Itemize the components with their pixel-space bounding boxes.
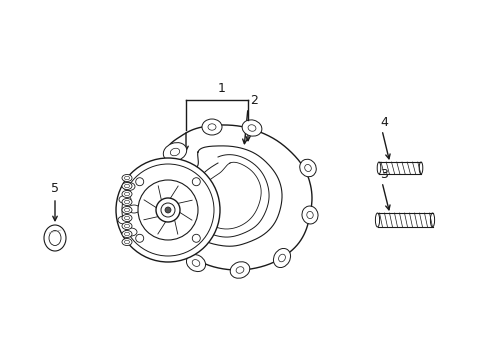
Circle shape: [161, 203, 175, 217]
Ellipse shape: [202, 119, 222, 135]
Circle shape: [192, 178, 200, 186]
Ellipse shape: [122, 198, 132, 206]
Ellipse shape: [302, 206, 317, 224]
Ellipse shape: [122, 222, 132, 230]
Ellipse shape: [299, 159, 316, 177]
Text: 1: 1: [218, 81, 225, 94]
Ellipse shape: [119, 195, 131, 203]
Ellipse shape: [375, 213, 379, 227]
Circle shape: [138, 180, 198, 240]
Polygon shape: [180, 146, 282, 246]
Ellipse shape: [44, 225, 66, 251]
Text: 5: 5: [51, 181, 59, 194]
Ellipse shape: [122, 190, 132, 198]
Ellipse shape: [122, 230, 132, 238]
Ellipse shape: [155, 191, 171, 209]
Ellipse shape: [122, 207, 132, 213]
Ellipse shape: [128, 205, 140, 213]
Circle shape: [164, 207, 171, 213]
Text: 4: 4: [379, 116, 387, 129]
Ellipse shape: [230, 262, 249, 278]
Ellipse shape: [122, 175, 132, 181]
Circle shape: [136, 178, 143, 186]
Ellipse shape: [163, 143, 186, 161]
Circle shape: [192, 234, 200, 242]
Polygon shape: [161, 125, 311, 270]
Ellipse shape: [122, 215, 132, 221]
Text: 3: 3: [379, 167, 387, 180]
Circle shape: [116, 158, 220, 262]
Ellipse shape: [418, 162, 422, 174]
Text: 2: 2: [249, 94, 257, 107]
Polygon shape: [378, 162, 420, 174]
Circle shape: [136, 234, 143, 242]
Ellipse shape: [242, 120, 262, 136]
Ellipse shape: [186, 255, 205, 271]
Ellipse shape: [122, 183, 132, 189]
Ellipse shape: [122, 238, 132, 246]
Ellipse shape: [118, 216, 130, 224]
Ellipse shape: [429, 213, 434, 227]
Ellipse shape: [273, 248, 290, 267]
Circle shape: [156, 198, 180, 222]
Ellipse shape: [376, 162, 380, 174]
Ellipse shape: [123, 183, 135, 190]
Ellipse shape: [125, 228, 137, 236]
Polygon shape: [377, 213, 431, 227]
